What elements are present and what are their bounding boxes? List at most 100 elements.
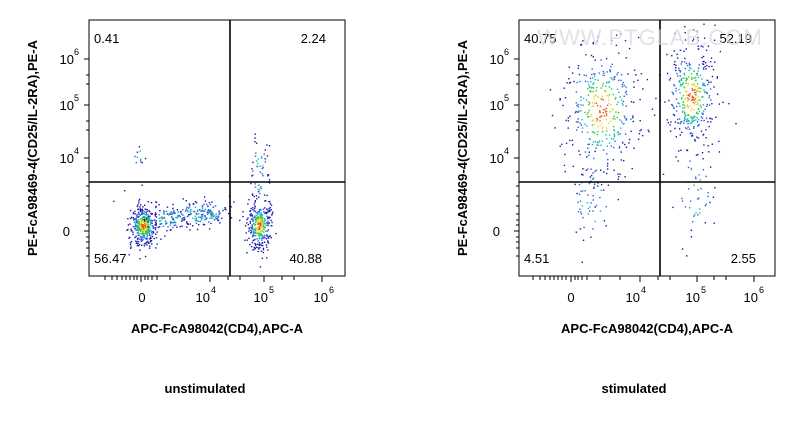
event-dot [150,240,153,242]
event-dot [668,99,670,102]
event-dot [195,217,197,219]
event-dot [136,238,139,241]
event-dot [606,172,608,175]
event-dot [587,147,589,149]
event-dot [198,213,200,215]
event-dot [579,122,581,124]
event-dot [154,224,156,226]
event-dot [158,214,160,216]
event-dot [138,228,141,230]
event-dot [217,219,220,222]
event-dot [263,235,265,237]
event-dot [173,212,175,215]
event-dot [597,182,599,184]
event-dot [592,131,595,133]
event-dot [691,135,694,137]
event-dot [698,174,700,176]
event-dot [255,142,258,144]
event-dot [139,224,142,226]
event-dot [249,222,251,224]
event-dot [624,133,627,135]
event-dot [127,228,129,231]
event-dot [676,72,678,75]
event-dot [689,66,691,69]
event-dot [568,66,570,68]
event-dot [250,232,252,234]
event-dot [617,71,619,74]
event-dot [684,206,687,208]
event-dot [266,212,268,215]
event-dot [610,137,613,140]
event-dot [267,224,269,227]
event-dot [247,217,249,219]
event-dot [262,208,264,210]
event-dot [269,210,271,213]
event-dot [258,196,260,198]
event-dot [260,230,263,232]
event-dot [595,94,597,96]
event-dot [602,189,605,191]
event-dot [152,230,154,233]
event-dot [690,132,692,134]
event-dot [581,261,583,263]
event-dot [251,214,253,216]
event-dot [700,45,702,47]
event-dot [178,215,180,217]
event-dot [599,120,601,122]
event-dot [139,208,141,210]
event-dot [617,198,619,201]
event-dot [248,237,250,239]
event-dot [149,215,151,217]
event-dot [684,61,686,63]
event-dot [576,111,578,113]
event-dot [132,217,134,219]
event-dot [258,234,260,236]
event-dot [686,119,688,121]
event-dot [709,61,712,63]
event-dot [188,203,191,205]
event-dot [684,67,686,70]
event-dot [621,99,623,101]
event-dot [251,193,254,195]
event-dot [591,68,593,70]
event-dot [705,175,707,178]
event-dot [180,210,182,213]
event-dot [675,110,678,112]
event-dot [625,90,628,93]
event-dot [581,119,583,121]
event-dot [257,212,259,214]
event-dot [623,84,625,87]
event-dot [255,235,257,237]
event-dot [172,203,174,206]
event-dot [559,98,561,100]
event-dot [196,213,198,215]
event-dot [712,196,715,198]
event-dot [638,133,641,135]
event-dot [622,142,624,144]
event-dot [160,222,163,225]
event-dot [706,79,708,81]
event-dot [146,230,148,233]
panel-unstimulated: 0.41 2.24 56.47 40.88 10 6 10 5 10 4 0 [25,19,346,396]
event-dot [703,119,705,122]
event-dot [693,99,696,101]
event-dot [602,99,605,101]
event-dot [664,101,666,103]
event-dot [133,221,136,224]
event-dot [159,220,162,222]
event-dot [587,143,589,146]
event-dot [618,91,620,94]
event-dot [701,56,703,59]
event-dot [640,73,643,75]
event-dot [586,202,589,204]
event-dot [684,127,687,129]
event-dot [700,119,703,122]
event-dot [255,160,258,162]
event-dot [258,184,260,186]
event-dot [254,244,257,246]
event-dot [213,219,216,221]
event-dot [671,104,673,106]
event-dot [690,236,693,238]
event-dot [133,219,135,221]
